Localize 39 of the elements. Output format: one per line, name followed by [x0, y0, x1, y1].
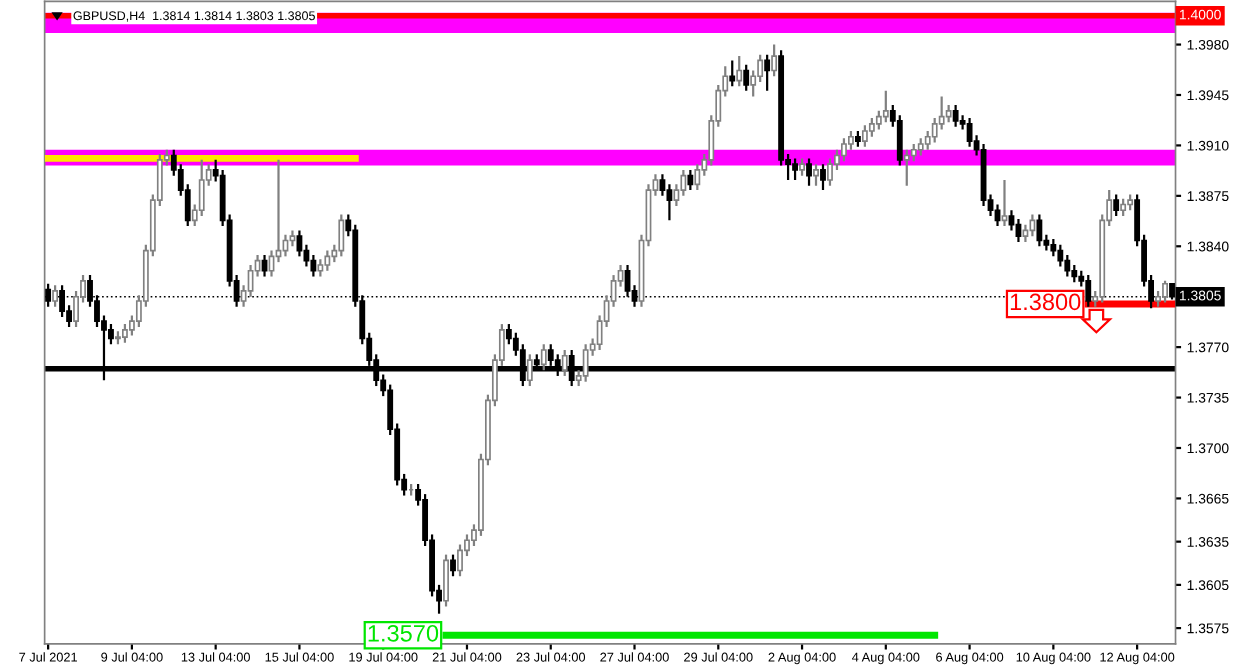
candlestick [198, 158, 205, 218]
candlestick [966, 116, 973, 148]
candlestick [729, 59, 736, 88]
candlestick [561, 348, 568, 378]
candlestick [792, 157, 798, 182]
candlestick [743, 63, 750, 92]
candlestick [52, 284, 59, 308]
candlestick [443, 553, 449, 608]
candlestick [882, 89, 889, 124]
candlestick [771, 43, 778, 78]
candlestick [736, 54, 743, 88]
candlestick [764, 53, 771, 92]
candlestick [121, 322, 128, 344]
candlestick [1113, 193, 1120, 218]
candlestick [1162, 279, 1168, 304]
candlestick [952, 103, 959, 128]
candlestick [1001, 178, 1008, 228]
candlestick [841, 137, 847, 163]
candlestick [540, 343, 547, 372]
candlestick [1064, 253, 1071, 278]
series-label: 1.3800 [1010, 293, 1081, 311]
candlestick [687, 168, 694, 192]
candlestick [338, 213, 345, 258]
candlestick [45, 282, 52, 308]
candlestick [806, 157, 812, 187]
candlestick [526, 353, 533, 388]
candlestick [861, 124, 868, 148]
candlestick [813, 163, 819, 187]
candlestick [261, 253, 268, 278]
candlestick [310, 253, 317, 278]
candlestick [827, 157, 833, 187]
candlestick [820, 163, 826, 192]
candlestick [582, 343, 589, 383]
candlestick [903, 148, 910, 187]
candlestick [1036, 213, 1043, 248]
candlestick [450, 553, 456, 578]
series-label: 1.3570 [368, 624, 439, 642]
candlestick [1029, 213, 1036, 238]
candlestick [324, 249, 331, 272]
